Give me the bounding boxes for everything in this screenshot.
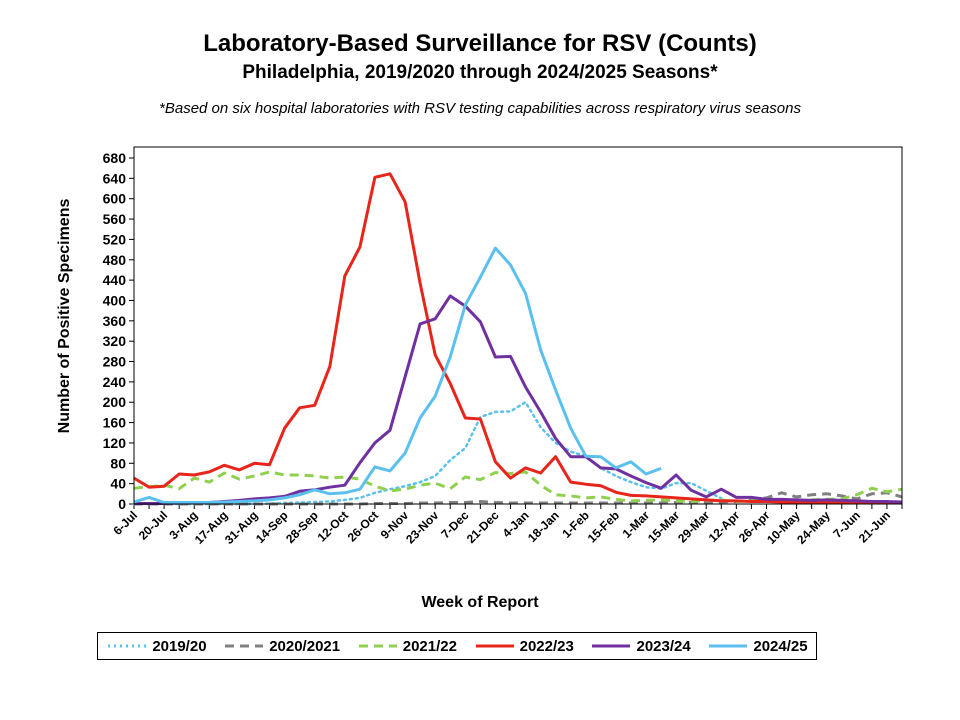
y-tick-label: 120 [103,435,127,451]
x-tick-label: 12-Apr [706,508,743,545]
x-tick-label: 21-Jun [856,508,893,545]
series-line-2022-23 [133,172,903,505]
legend-label: 2019/20 [152,637,207,655]
series-line-2021-22 [133,470,903,503]
series-line-2019-20 [132,400,723,506]
chart-note: *Based on six hospital laboratories with… [159,100,801,117]
x-tick-label: 24-May [794,508,833,547]
x-tick-label: 29-Mar [675,508,712,545]
plot-area-border [133,146,903,505]
y-tick-label: 160 [103,415,127,431]
y-tick-label: 80 [110,455,126,471]
legend-label: 2022/23 [519,637,574,655]
x-tick-label: 12-Oct [315,508,351,544]
y-tick-label: 320 [103,333,127,349]
legend-item: 2024/25 [707,637,808,655]
x-tick-label: 28-Sep [283,508,321,546]
x-tick-label: 31-Aug [222,508,261,547]
legend-label: 2021/22 [402,637,457,655]
legend-item: 2021/22 [357,638,457,655]
y-tick-label: 640 [103,170,127,186]
legend: 2019/20 2020/2021 2021/22 2022/23 2023/24 202… [97,632,817,660]
chart-title: Laboratory-Based Surveillance for RSV (C… [203,30,757,57]
legend-label: 2024/25 [753,637,808,655]
legend-swatch-icon [475,644,514,648]
y-tick-label: 680 [103,150,127,166]
legend-swatch-icon [358,644,397,648]
legend-swatch-icon [225,644,264,648]
chart-subtitle: Philadelphia, 2019/2020 through 2024/202… [242,62,718,83]
x-axis-label: Week of Report [421,594,539,611]
y-tick-label: 280 [103,354,127,370]
y-tick-label: 240 [103,374,127,390]
y-tick-label: 560 [103,211,127,227]
legend-item: 2020/2021 [223,638,340,655]
x-tick-label: 20-Jul [136,508,170,542]
series-line-2023-24 [134,294,903,505]
y-axis-label: Number of Positive Specimens [56,199,73,434]
legend-item: 2023/24 [590,637,691,655]
legend-label: 2020/2021 [269,637,341,655]
y-tick-label: 600 [103,191,127,207]
x-tick-label: 15-Mar [645,508,682,545]
x-tick-label: 14-Sep [253,508,291,546]
y-tick-label: 360 [103,313,127,329]
y-tick-label: 400 [103,292,127,308]
x-tick-label: 26-Oct [345,508,381,544]
x-tick-label: 15-Feb [585,508,622,545]
x-tick-label: 21-Dec [464,508,502,546]
y-tick-label: 520 [103,231,127,247]
y-tick-label: 40 [110,476,126,492]
legend-swatch-icon [709,644,748,648]
y-tick-label: 200 [103,394,127,410]
x-tick-label: 23-Nov [403,508,441,546]
legend-item: 2019/20 [106,637,207,655]
y-tick-label: 440 [103,272,127,288]
legend-item: 2022/23 [474,638,574,655]
legend-label: 2023/24 [636,637,691,655]
series-line-2024-25 [133,246,662,504]
y-tick-label: 480 [103,252,127,268]
legend-swatch-icon [592,644,631,648]
legend-swatch-icon [108,644,147,648]
x-tick-label: 18-Jan [525,508,562,545]
y-tick-label: 0 [118,496,126,512]
